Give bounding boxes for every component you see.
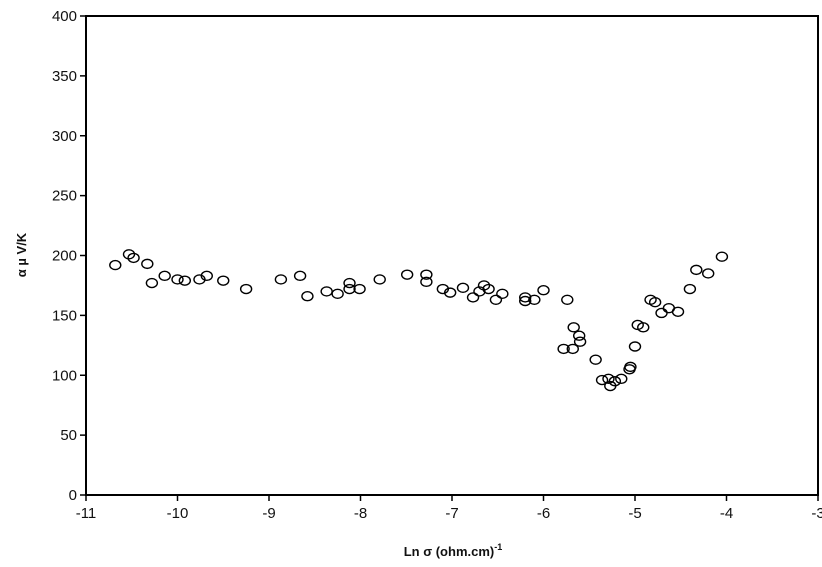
data-point (239, 283, 253, 295)
data-point (293, 270, 307, 282)
data-point (373, 274, 386, 285)
x-tick-label: -7 (445, 505, 458, 522)
data-point (589, 354, 602, 365)
y-tick-label: 400 (52, 8, 77, 25)
data-point (572, 330, 586, 341)
data-point (343, 283, 356, 295)
data-point (561, 294, 574, 306)
x-axis-title: Ln σ (ohm.cm)-1 (404, 542, 503, 559)
data-point (200, 270, 213, 282)
data-point (343, 277, 356, 289)
data-point (608, 376, 622, 387)
data-point (158, 270, 171, 282)
y-tick-label: 250 (52, 188, 77, 205)
x-tick-label: -5 (628, 505, 641, 522)
y-tick-label: 300 (52, 128, 77, 145)
data-point (443, 287, 457, 298)
data-point (528, 294, 541, 306)
data-point (624, 361, 637, 373)
data-point (566, 343, 579, 355)
plot-border (85, 15, 819, 496)
y-axis-title: α µ V/K (14, 232, 29, 277)
data-point (537, 285, 550, 296)
data-point (122, 249, 136, 260)
y-tick-label: 350 (52, 68, 77, 85)
data-point (109, 259, 122, 271)
x-axis: -11 -10 -9 -8 -7 -6 -5 -4 -3 (76, 495, 822, 522)
x-tick-label: -10 (167, 505, 189, 522)
data-point (573, 336, 587, 347)
y-tick-label: 100 (52, 367, 77, 384)
data-points (109, 249, 729, 392)
data-point (482, 283, 495, 295)
data-point (702, 268, 715, 279)
data-point (715, 251, 729, 262)
data-point (320, 286, 333, 297)
data-point (637, 322, 650, 333)
data-point (671, 306, 685, 317)
y-axis: 0 50 100 150 200 250 300 350 400 (52, 8, 86, 504)
data-point (420, 276, 433, 288)
y-tick-label: 200 (52, 248, 77, 265)
data-point (331, 288, 344, 300)
data-point (648, 297, 662, 308)
data-point (141, 258, 154, 270)
data-point (456, 282, 470, 294)
data-point (519, 292, 532, 303)
x-tick-label: -3 (811, 505, 822, 522)
data-point (400, 269, 414, 280)
data-point (615, 373, 628, 385)
data-point (171, 274, 184, 285)
data-point (690, 264, 703, 276)
data-point (628, 341, 642, 352)
y-tick-label: 150 (52, 307, 77, 324)
data-point (178, 275, 192, 286)
data-point (567, 322, 580, 333)
y-tick-label: 0 (69, 487, 77, 504)
data-point (519, 295, 532, 307)
data-point (217, 275, 230, 286)
data-point (274, 274, 288, 285)
x-tick-label: -6 (537, 505, 550, 522)
data-point (477, 280, 491, 291)
x-tick-label: -11 (76, 505, 97, 522)
y-tick-label: 50 (60, 427, 77, 444)
data-point (489, 294, 503, 306)
x-tick-label: -8 (354, 505, 367, 522)
data-point (595, 374, 609, 386)
data-point (655, 307, 668, 319)
plot-frame (85, 15, 819, 496)
data-point (301, 291, 314, 302)
data-point (127, 252, 140, 264)
data-point (557, 343, 570, 355)
x-tick-label: -9 (262, 505, 275, 522)
data-point (145, 277, 159, 289)
data-point (496, 288, 509, 300)
data-point (420, 269, 433, 280)
data-point (466, 292, 480, 303)
x-tick-label: -4 (720, 505, 733, 522)
data-point (353, 283, 366, 295)
data-point (683, 283, 697, 295)
data-point (602, 373, 615, 385)
